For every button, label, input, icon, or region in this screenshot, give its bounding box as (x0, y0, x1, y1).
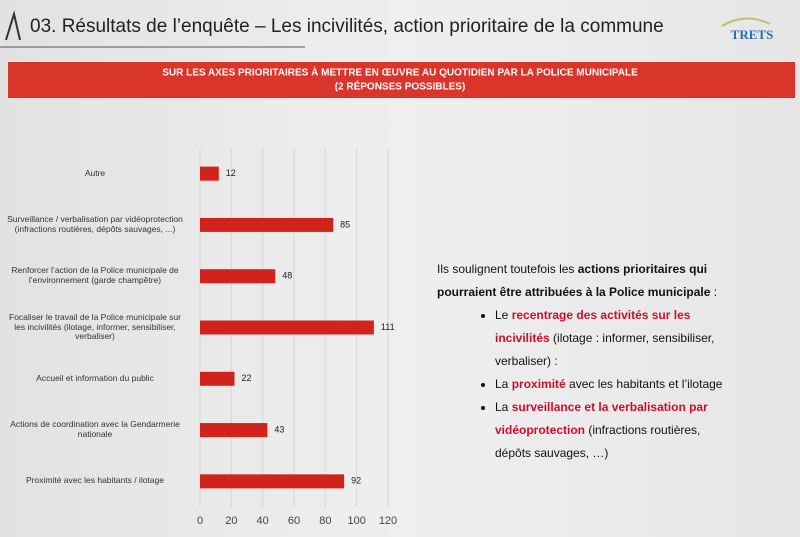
x-tick-label: 120 (379, 515, 397, 527)
x-tick-label: 0 (197, 515, 203, 527)
y-tick-label: Surveillance / verbalisation par vidéopr… (7, 214, 183, 234)
value-label: 22 (241, 373, 251, 383)
text-segment: La (495, 377, 512, 391)
x-tick-label: 20 (225, 515, 237, 527)
value-label: 92 (351, 476, 361, 486)
y-tick-label: Focaliser le travail de la Police munici… (9, 311, 181, 342)
bar (200, 217, 334, 232)
x-tick-label: 60 (288, 515, 300, 527)
bar (200, 423, 268, 438)
value-label: 12 (226, 168, 236, 178)
y-tick-label: Actions de coordination avec la Gendarme… (10, 419, 180, 440)
commentary: Ils soulignent toutefois les actions pri… (437, 258, 737, 465)
page-title: 03. Résultats de l’enquête – Les incivil… (30, 16, 664, 37)
intro: Ils soulignent toutefois les actions pri… (437, 258, 737, 304)
x-tick-label: 100 (347, 515, 365, 527)
y-tick-label: Renforcer l’action de la Police municipa… (11, 265, 179, 286)
logo-arc (721, 17, 771, 27)
bar (200, 474, 345, 489)
decor-mark (5, 10, 21, 41)
text-segment: : (710, 285, 718, 299)
bar (200, 320, 374, 335)
bullet: La surveillance et la verbalisation par … (495, 396, 737, 465)
text-segment: recentrage des activités sur les incivil… (495, 308, 691, 345)
bar (200, 371, 235, 386)
text-segment: (infractions routières, dépôts sauvages,… (495, 423, 701, 460)
y-tick-label: Autre (84, 167, 106, 178)
logo: TRETS (731, 27, 774, 42)
banner (8, 62, 795, 98)
y-tick-label: Proximité avec les habitants / ilotage (26, 475, 164, 486)
value-label: 43 (274, 424, 284, 434)
bullet: La proximité avec les habitants et l’ilo… (495, 373, 737, 396)
bar (200, 269, 276, 284)
text-segment: (ilotage : informer, sensibiliser, verba… (495, 331, 715, 368)
y-tick-label: Accueil et information du public (36, 372, 154, 383)
text-segment: Ils soulignent toutefois les (437, 262, 578, 276)
bullet: Le recentrage des activités sur les inci… (495, 304, 737, 373)
text-segment: avec les habitants et l’ilotage (565, 377, 723, 391)
text-segment: Le (495, 308, 512, 322)
value-label: 85 (340, 219, 350, 229)
text-segment: actions prioritaires qui pourraient être… (437, 262, 711, 299)
chart-title: SUR LES AXES PRIORITAIRES À METTRE EN ŒU… (162, 66, 638, 79)
value-label: 48 (282, 271, 292, 281)
text-segment: surveillance et la verbalisation par vid… (495, 400, 708, 437)
bullet-list: Le recentrage des activités sur les inci… (437, 304, 737, 465)
chart-subtitle: (2 RÉPONSES POSSIBLES) (335, 80, 466, 93)
text-segment: La (495, 400, 512, 414)
bar (200, 166, 219, 181)
x-tick-label: 40 (257, 515, 269, 527)
x-tick-label: 80 (319, 515, 331, 527)
value-label: 111 (381, 322, 395, 332)
text-segment: proximité (511, 377, 566, 391)
